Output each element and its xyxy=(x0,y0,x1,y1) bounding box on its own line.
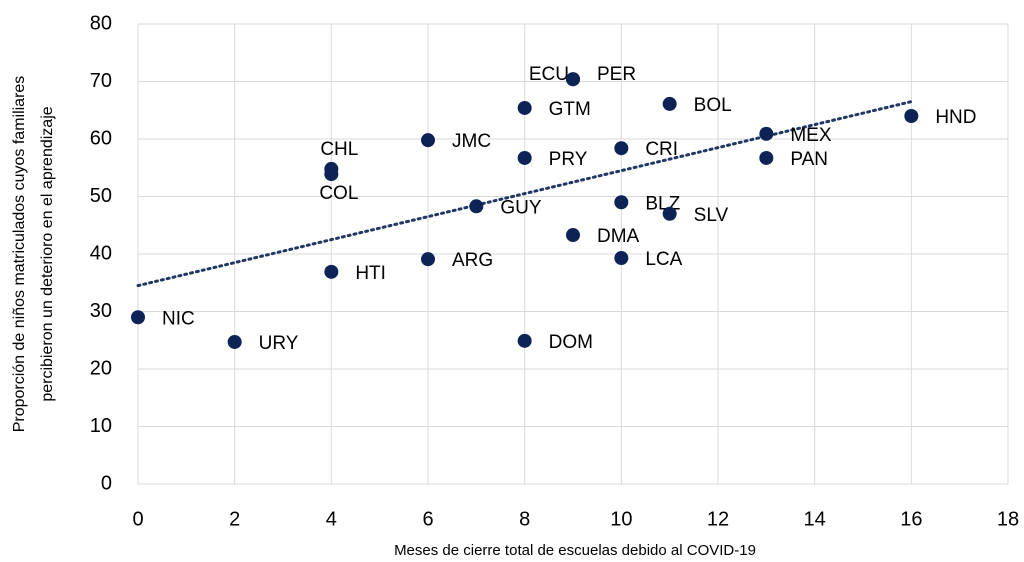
point-label: GUY xyxy=(500,197,542,218)
y-tick-label: 50 xyxy=(90,185,112,207)
x-tick-label: 10 xyxy=(610,508,632,530)
point-label: SLV xyxy=(694,205,729,226)
point-label: URY xyxy=(259,333,299,354)
trendline xyxy=(136,100,913,288)
point xyxy=(566,228,580,243)
y-tick-label: 80 xyxy=(90,12,112,34)
point xyxy=(614,141,629,156)
point xyxy=(517,100,532,115)
point xyxy=(662,206,677,221)
point xyxy=(469,199,484,214)
x-tick-label: 0 xyxy=(132,508,143,530)
point xyxy=(131,310,145,325)
point-label: PAN xyxy=(790,149,828,170)
point xyxy=(662,96,677,111)
point-label: HND xyxy=(935,107,976,128)
point-label: NIC xyxy=(162,308,195,329)
point-label: HTI xyxy=(355,263,386,284)
point-label: PRY xyxy=(549,149,588,170)
point xyxy=(759,126,774,141)
point-label: BOL xyxy=(694,95,732,116)
point xyxy=(614,251,629,266)
y-axis-title: Proporción de niños matriculados cuyos f… xyxy=(11,76,28,433)
y-tick-label: 60 xyxy=(90,127,112,149)
point-label: ARG xyxy=(452,250,493,271)
point-label: ECU xyxy=(529,64,569,85)
point-label: JMC xyxy=(452,131,491,152)
point-label: GTM xyxy=(549,99,591,120)
x-tick-label: 12 xyxy=(707,508,729,530)
x-tick-label: 18 xyxy=(997,508,1019,530)
point xyxy=(517,333,532,348)
point-label: DMA xyxy=(597,226,640,247)
point xyxy=(421,133,435,148)
x-tick-label: 16 xyxy=(900,508,922,530)
point xyxy=(324,264,339,279)
x-axis-title: Meses de cierre total de escuelas debido… xyxy=(394,542,756,559)
point-label: LCA xyxy=(645,249,682,270)
y-tick-label: 0 xyxy=(101,472,112,494)
x-tick-label: 2 xyxy=(229,508,240,530)
point xyxy=(759,150,774,165)
y-tick-label: 20 xyxy=(90,357,112,379)
point xyxy=(614,195,629,210)
point xyxy=(324,167,339,182)
y-axis-title: percibieron un deterioro en el aprendiza… xyxy=(39,106,56,401)
point xyxy=(566,72,580,87)
x-tick-label: 4 xyxy=(326,508,337,530)
point xyxy=(227,334,242,349)
y-tick-label: 70 xyxy=(90,70,112,92)
y-tick-label: 10 xyxy=(90,415,112,437)
point-label: DOM xyxy=(549,332,593,353)
x-tick-label: 8 xyxy=(519,508,530,530)
point-label: COL xyxy=(319,183,358,204)
x-tick-label: 14 xyxy=(804,508,826,530)
point xyxy=(421,252,435,267)
x-tick-label: 6 xyxy=(422,508,433,530)
point-label: CHL xyxy=(320,139,358,160)
point-label: MEX xyxy=(790,125,832,146)
y-tick-label: 30 xyxy=(90,300,112,322)
point xyxy=(904,109,919,123)
point-label: CRI xyxy=(645,139,678,160)
point xyxy=(517,150,532,165)
y-tick-label: 40 xyxy=(90,242,112,264)
point-label: PER xyxy=(597,64,636,85)
